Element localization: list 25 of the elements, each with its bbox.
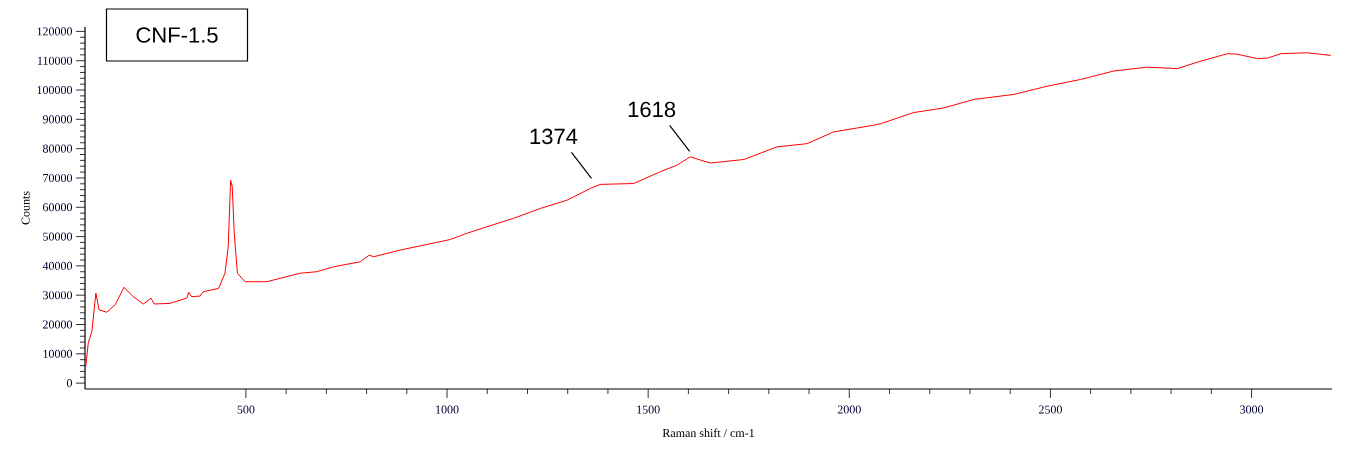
annotation: 1374 [530, 128, 578, 145]
x-axis-title: Raman shift / cm-1 [662, 428, 754, 438]
x-tick-label: 1000 [436, 405, 459, 414]
y-tick-label: 60000 [42, 203, 73, 212]
x-tick-label: 2000 [837, 405, 861, 414]
y-tick-label: 40000 [42, 261, 73, 270]
x-tick-label: 500 [237, 405, 255, 414]
x-tick-label: 3000 [1240, 405, 1264, 414]
chart-title: CNF-1.5 [136, 27, 218, 43]
y-tick-label: 70000 [43, 173, 73, 183]
x-tick-label: 1500 [637, 405, 660, 414]
y-tick-label: 100000 [37, 85, 73, 95]
y-tick-label: 0 [66, 379, 73, 388]
y-tick-label: 80000 [42, 144, 73, 153]
y-tick-label: 110000 [37, 56, 73, 65]
y-axis-title: Counts [21, 191, 30, 225]
y-tick-label: 20000 [43, 320, 73, 329]
annotation: 1618 [628, 101, 676, 118]
y-tick-label: 50000 [43, 232, 73, 241]
y-tick-label: 10000 [43, 349, 73, 358]
y-tick-label: 30000 [43, 291, 73, 300]
y-tick-label: 120000 [37, 27, 73, 36]
line-series [85, 52, 1332, 368]
y-tick-label: 90000 [42, 115, 73, 124]
x-tick-label: 2500 [1038, 405, 1062, 414]
